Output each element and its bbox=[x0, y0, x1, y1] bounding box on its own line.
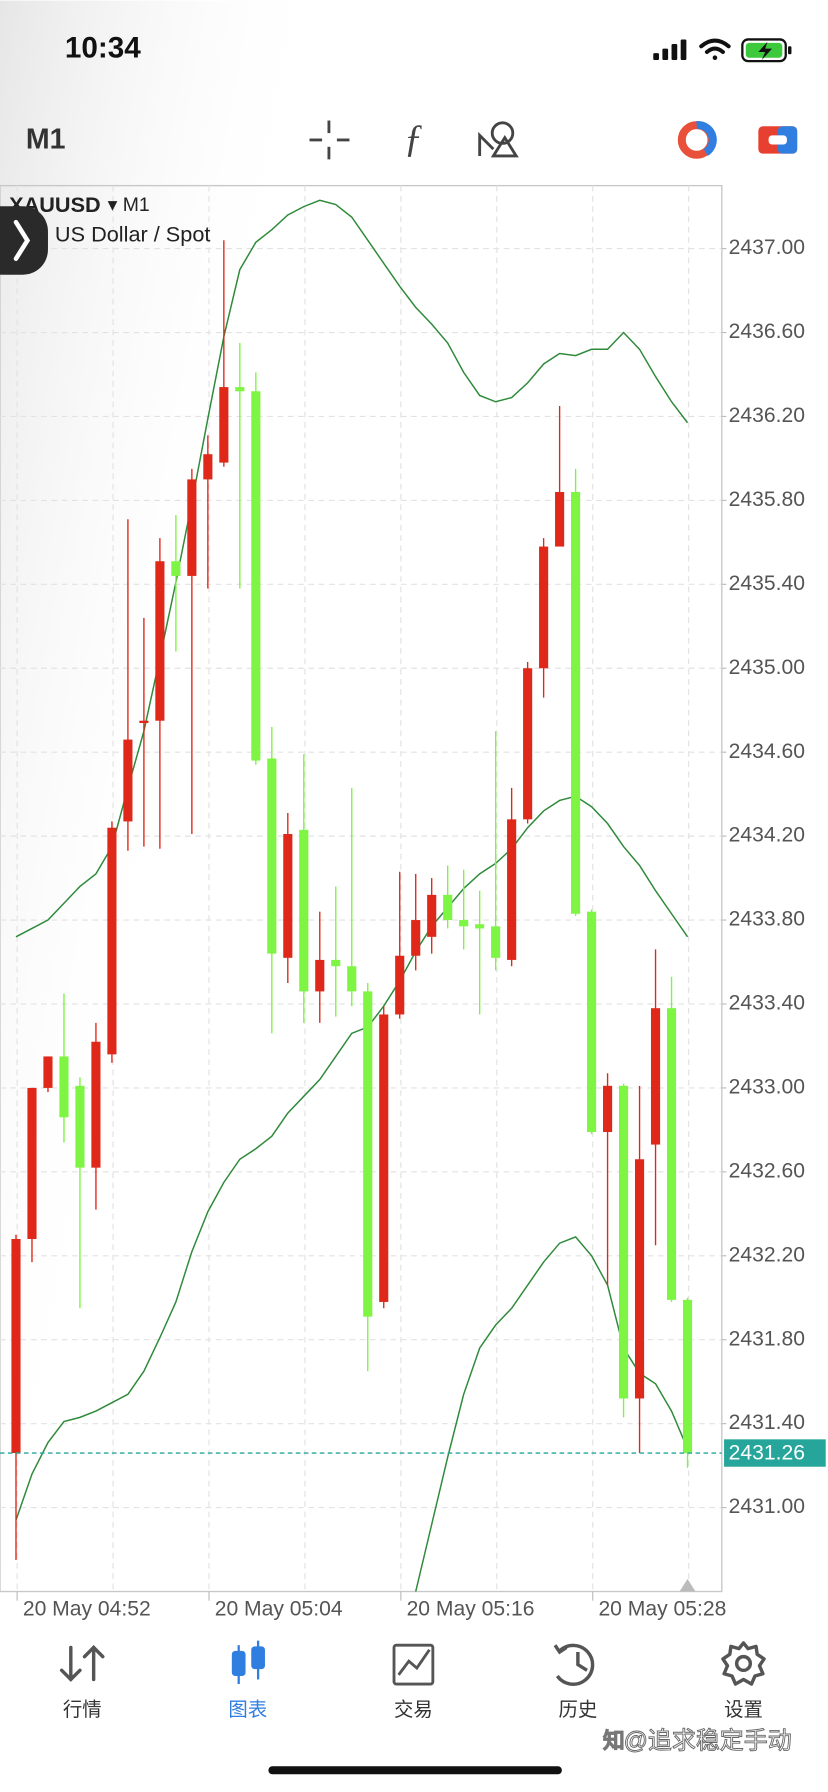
last-price-label: 2431.26 bbox=[729, 1442, 805, 1465]
candle-body bbox=[283, 834, 293, 958]
x-tick-label: 20 May 05:28 bbox=[598, 1597, 726, 1620]
y-tick-label: 2436.60 bbox=[729, 320, 805, 343]
y-tick-label: 2432.60 bbox=[729, 1159, 805, 1182]
candle-body bbox=[395, 955, 405, 1015]
y-tick-label: 2435.80 bbox=[729, 488, 805, 511]
candle-body bbox=[363, 991, 373, 1317]
candle-body bbox=[235, 387, 245, 392]
objects-button[interactable] bbox=[478, 121, 519, 158]
candle-body bbox=[587, 911, 597, 1132]
candle-body bbox=[219, 387, 229, 463]
candle-body bbox=[299, 829, 309, 992]
candle-body bbox=[59, 1056, 69, 1118]
y-tick-label: 2431.80 bbox=[729, 1327, 805, 1350]
indicators-button[interactable]: ƒ bbox=[404, 117, 423, 160]
candle-body bbox=[43, 1056, 53, 1088]
candle-body bbox=[107, 827, 117, 1055]
wifi-icon bbox=[699, 38, 731, 61]
x-tick-label: 20 May 05:16 bbox=[407, 1597, 535, 1620]
status-time: 10:34 bbox=[65, 32, 141, 65]
x-tick-label: 20 May 04:52 bbox=[23, 1597, 151, 1620]
candle-body bbox=[491, 926, 501, 958]
tab-label[interactable]: 交易 bbox=[394, 1699, 433, 1721]
y-tick-label: 2435.00 bbox=[729, 656, 805, 679]
chart bbox=[0, 185, 727, 1601]
y-tick-label: 2433.40 bbox=[729, 992, 805, 1015]
tab-icon-chart bbox=[231, 1640, 265, 1685]
y-tick-label: 2434.60 bbox=[729, 740, 805, 763]
home-indicator bbox=[268, 1766, 562, 1775]
crosshair-button[interactable] bbox=[309, 120, 350, 160]
candle-body bbox=[267, 758, 277, 954]
battery-icon bbox=[741, 38, 792, 63]
candle-body bbox=[379, 1014, 389, 1302]
tab-icon-quotes bbox=[59, 1645, 105, 1682]
candle-body bbox=[475, 924, 485, 929]
y-tick-label: 2435.40 bbox=[729, 572, 805, 595]
candle-body bbox=[555, 491, 565, 547]
candle-body bbox=[251, 391, 261, 761]
candle-body bbox=[203, 454, 213, 480]
candle-body bbox=[571, 491, 581, 914]
candle-body bbox=[27, 1087, 37, 1239]
candle-body bbox=[603, 1085, 613, 1132]
y-tick-label: 2434.20 bbox=[729, 824, 805, 847]
candle-body bbox=[155, 561, 165, 721]
tab-label[interactable]: 历史 bbox=[558, 1699, 597, 1721]
candle-body bbox=[411, 920, 421, 956]
y-tick-label: 2431.40 bbox=[729, 1411, 805, 1434]
plot-area bbox=[11, 199, 693, 1592]
timeframe-button[interactable]: M1 bbox=[26, 124, 66, 156]
candle-body bbox=[507, 819, 517, 960]
candle-body bbox=[315, 959, 325, 992]
one-click-button[interactable] bbox=[758, 126, 798, 154]
y-tick-label: 2431.00 bbox=[729, 1495, 805, 1518]
last-price-badge bbox=[724, 1439, 826, 1467]
candle-body bbox=[187, 479, 197, 576]
candle-body bbox=[459, 920, 469, 927]
candle-body bbox=[539, 546, 549, 669]
shift-marker bbox=[679, 1578, 696, 1592]
tab-label[interactable]: 设置 bbox=[724, 1699, 763, 1721]
tab-label[interactable]: 图表 bbox=[228, 1699, 267, 1721]
candle-body bbox=[91, 1041, 101, 1168]
candle-body bbox=[139, 720, 149, 723]
candle-body bbox=[331, 959, 341, 967]
tab-icon-trade bbox=[392, 1643, 435, 1686]
candle-body bbox=[123, 739, 133, 822]
watermark: 知 @追求稳定手动 bbox=[603, 1727, 793, 1755]
tab-icon-history bbox=[553, 1643, 595, 1686]
tab-bar: 行情 图表 交易 历史 设置 bbox=[59, 1640, 766, 1721]
watermark-logo: 知 bbox=[603, 1728, 625, 1753]
x-tick-label: 20 May 05:04 bbox=[215, 1597, 343, 1620]
plot-frame bbox=[0, 184, 723, 1593]
candle-body bbox=[443, 894, 453, 921]
candle-body bbox=[523, 668, 533, 820]
side-panel-tab[interactable] bbox=[0, 206, 48, 275]
tab-label[interactable]: 行情 bbox=[63, 1699, 102, 1721]
y-tick-label: 2437.00 bbox=[729, 236, 805, 259]
candle-body bbox=[634, 1159, 645, 1399]
watermark-text: @追求稳定手动 bbox=[624, 1728, 792, 1755]
candle-body bbox=[11, 1238, 21, 1454]
tab-icon-settings bbox=[721, 1641, 766, 1686]
candle-body bbox=[682, 1299, 693, 1454]
symbol-timeframe: ▾ M1 bbox=[108, 194, 150, 216]
y-tick-label: 2433.00 bbox=[729, 1075, 805, 1098]
candle-body bbox=[75, 1085, 85, 1168]
y-tick-label: 2436.20 bbox=[729, 404, 805, 427]
trade-timer-button[interactable] bbox=[677, 121, 717, 159]
candle-body bbox=[427, 894, 437, 937]
candle-body bbox=[666, 1008, 677, 1300]
candle-body bbox=[650, 1008, 661, 1145]
candle-body bbox=[171, 561, 181, 576]
y-tick-label: 2432.20 bbox=[729, 1243, 805, 1266]
signal-icon bbox=[653, 39, 687, 61]
candle-body bbox=[619, 1085, 629, 1399]
candle-body bbox=[347, 966, 357, 992]
y-tick-label: 2433.80 bbox=[729, 908, 805, 931]
